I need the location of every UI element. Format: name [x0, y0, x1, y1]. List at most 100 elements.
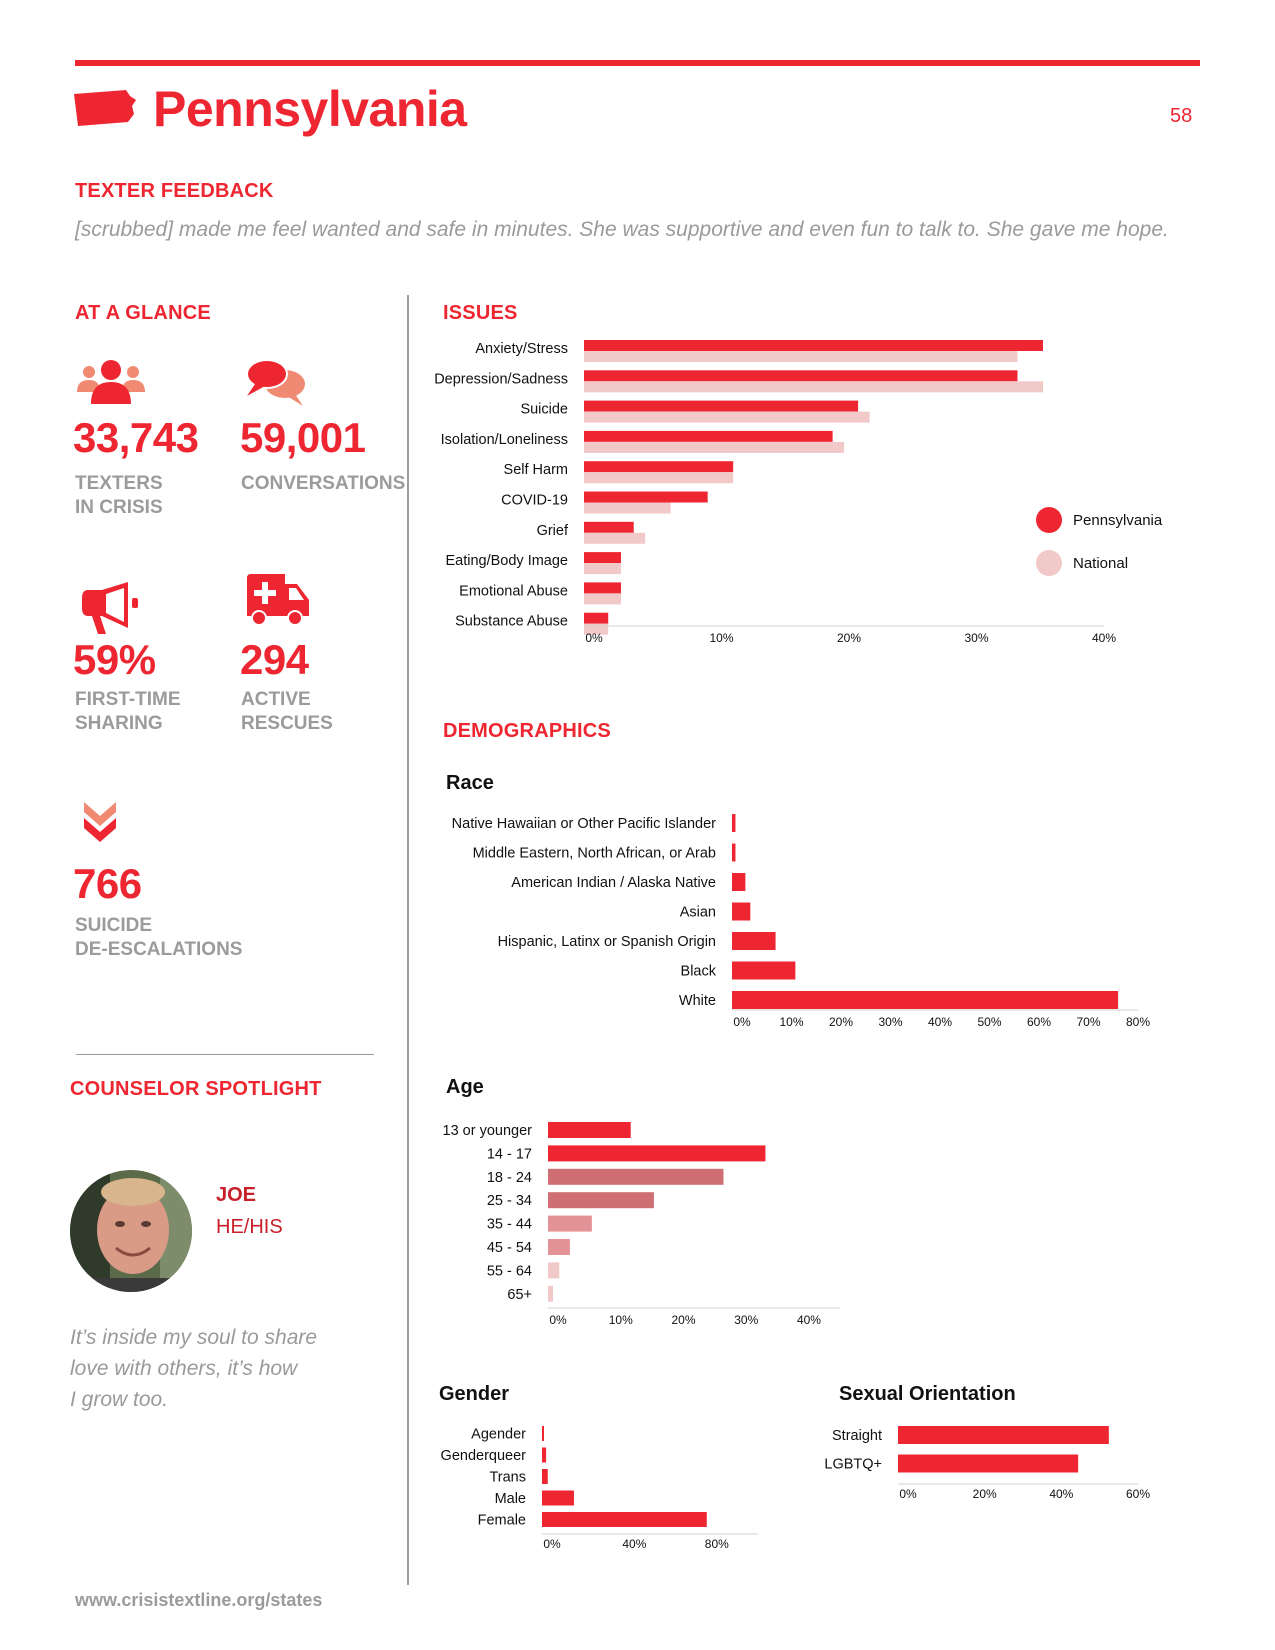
bar-national-isolation-loneliness: [584, 441, 845, 453]
tick-label-60: 60%: [1126, 1487, 1150, 1501]
orientation-chart-title: Sexual Orientation: [839, 1383, 1016, 1405]
category-label-genderqueer: Genderqueer: [441, 1448, 527, 1464]
legend-pennsylvania-dot: [1036, 507, 1062, 533]
legend-pennsylvania-label: Pennsylvania: [1073, 512, 1163, 529]
tick-label-30: 30%: [734, 1313, 758, 1327]
bar-25-34: [548, 1192, 654, 1209]
bar-65: [548, 1285, 554, 1302]
texter-feedback-title: TEXTER FEEDBACK: [75, 180, 274, 202]
category-label-black: Black: [681, 964, 717, 980]
tick-label-0: 0%: [549, 1313, 567, 1327]
category-label-suicide: Suicide: [520, 402, 568, 418]
category-label-isolation-loneliness: Isolation/Loneliness: [441, 432, 568, 448]
category-label-white: White: [679, 993, 716, 1009]
bar-pennsylvania-substance-abuse: [584, 612, 609, 624]
bar-national-substance-abuse: [584, 623, 609, 635]
category-label-covid-19: COVID-19: [501, 493, 568, 509]
bar-national-emotional-abuse: [584, 593, 621, 605]
bar-13-or-younger: [548, 1122, 631, 1138]
bar-35-44: [548, 1215, 592, 1232]
tick-label-40: 40%: [928, 1015, 952, 1029]
tick-label-20: 20%: [671, 1313, 695, 1327]
gender-chart: Agender Genderqueer Trans Male Female 0% 40% 80…: [441, 1426, 758, 1551]
category-label-native-hawaiian-or-other-pacific-islander: Native Hawaiian or Other Pacific Islande…: [452, 816, 717, 832]
glance-divider: [76, 1054, 374, 1055]
orientation-chart: Straight LGBTQ+ 0% 20% 40% 60%: [824, 1426, 1150, 1501]
issues-chart: Anxiety/Stress Depression/Sadness Suicide I…: [434, 340, 1116, 645]
bar-male: [542, 1490, 574, 1506]
bar-national-suicide: [584, 411, 870, 423]
category-label-emotional-abuse: Emotional Abuse: [459, 583, 568, 599]
tick-label-40: 40%: [1049, 1487, 1073, 1501]
column-divider: [407, 295, 409, 1585]
tick-label-30: 30%: [964, 631, 988, 645]
legend-national-dot: [1036, 550, 1062, 576]
category-label-25-34: 25 - 34: [487, 1193, 532, 1209]
tick-label-60: 60%: [1027, 1015, 1051, 1029]
bar-national-eating-body-image: [584, 563, 621, 575]
bar-pennsylvania-grief: [584, 521, 634, 533]
bar-pennsylvania-emotional-abuse: [584, 582, 621, 594]
counselor-name: JOE: [216, 1184, 257, 1206]
counselor-quote: It’s inside my soul to share love with ot…: [70, 1326, 318, 1411]
tick-label-20: 20%: [837, 631, 861, 645]
bar-asian: [732, 902, 751, 921]
counselor-pronouns: HE/HIS: [216, 1216, 283, 1238]
race-chart: Native Hawaiian or Other Pacific Islande…: [452, 814, 1150, 1029]
tick-label-30: 30%: [878, 1015, 902, 1029]
deescalations-value: 766: [73, 860, 142, 907]
issues-title: ISSUES: [443, 302, 518, 324]
category-label-65: 65+: [507, 1287, 532, 1303]
bar-national-grief: [584, 532, 646, 544]
category-label-depression-sadness: Depression/Sadness: [434, 371, 568, 387]
tick-label-50: 50%: [977, 1015, 1001, 1029]
tick-label-20: 20%: [829, 1015, 853, 1029]
texter-feedback-quote: [scrubbed] made me feel wanted and safe …: [75, 218, 1169, 241]
category-label-female: Female: [478, 1513, 526, 1529]
category-label-eating-body-image: Eating/Body Image: [445, 553, 568, 569]
tick-label-20: 20%: [973, 1487, 997, 1501]
tick-label-70: 70%: [1076, 1015, 1100, 1029]
first-time-label: FIRST-TIME SHARING: [75, 689, 181, 734]
tick-label-10: 10%: [779, 1015, 803, 1029]
legend-national-label: National: [1073, 555, 1129, 572]
conversations-value: 59,001: [240, 414, 366, 461]
category-label-14-17: 14 - 17: [487, 1146, 532, 1162]
tick-label-0: 0%: [733, 1015, 751, 1029]
bar-45-54: [548, 1239, 570, 1255]
first-time-value: 59%: [73, 636, 156, 683]
tick-label-80: 80%: [1126, 1015, 1150, 1029]
texters-value: 33,743: [73, 414, 199, 461]
top-rule: [75, 60, 1200, 66]
tick-label-10: 10%: [709, 631, 733, 645]
category-label-55-64: 55 - 64: [487, 1263, 532, 1279]
people-icon: [77, 360, 145, 404]
bar-pennsylvania-depression-sadness: [584, 370, 1018, 382]
bar-agender: [542, 1426, 544, 1441]
bar-pennsylvania-covid-19: [584, 491, 708, 503]
deescalations-label: SUICIDE DE-ESCALATIONS: [75, 915, 243, 960]
bar-hispanic-latinx-or-spanish-origin: [732, 932, 776, 950]
category-label-agender: Agender: [471, 1427, 526, 1443]
rescues-label: ACTIVE RESCUES: [241, 689, 333, 734]
category-label-grief: Grief: [537, 523, 569, 539]
footer-url: www.crisistextline.org/states: [75, 1590, 323, 1610]
category-label-13-or-younger: 13 or younger: [443, 1123, 533, 1139]
category-label-trans: Trans: [489, 1470, 526, 1486]
bar-18-24: [548, 1168, 724, 1185]
category-label-hispanic-latinx-or-spanish-origin: Hispanic, Latinx or Spanish Origin: [498, 934, 716, 950]
page-number: 58: [1170, 105, 1193, 127]
double-chevron-down-icon: [84, 802, 116, 842]
ambulance-icon: [247, 574, 309, 626]
race-chart-title: Race: [446, 772, 494, 794]
category-label-18-24: 18 - 24: [487, 1170, 532, 1186]
bar-national-anxiety-stress: [584, 351, 1018, 362]
bar-white: [732, 991, 1119, 1009]
counselor-spotlight-title: COUNSELOR SPOTLIGHT: [70, 1078, 322, 1100]
conversations-label: CONVERSATIONS: [241, 473, 406, 494]
state-title: Pennsylvania: [153, 81, 467, 137]
avatar: [70, 1170, 192, 1292]
category-label-45-54: 45 - 54: [487, 1240, 532, 1256]
bar-55-64: [548, 1262, 560, 1279]
bar-american-indian-alaska-native: [732, 873, 746, 891]
